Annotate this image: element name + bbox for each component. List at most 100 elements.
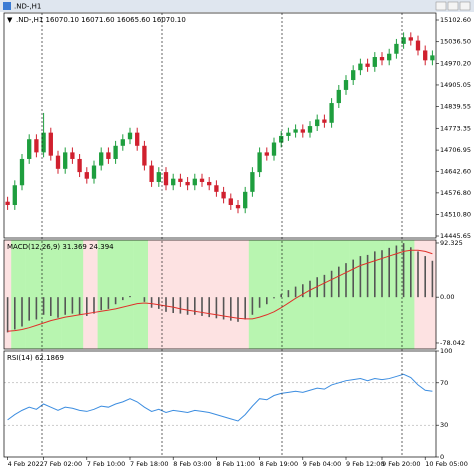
- zone: [133, 240, 142, 349]
- macd-bar: [230, 297, 232, 321]
- zone: [227, 240, 235, 349]
- macd-bar: [258, 297, 261, 308]
- candle-body: [113, 145, 118, 159]
- macd-bar: [158, 297, 160, 309]
- macd-bar: [57, 297, 59, 318]
- y-tick-label: 100: [440, 347, 452, 355]
- panel-border: [3, 350, 437, 458]
- macd-bar: [352, 259, 354, 298]
- macd-bar: [165, 297, 167, 312]
- macd-bar: [14, 297, 16, 330]
- candle-body: [286, 132, 291, 136]
- x-tick-label: 7 Feb 18:00: [130, 460, 169, 468]
- candle-body: [250, 172, 255, 192]
- zone: [104, 240, 113, 349]
- y-tick-label: 15102.60: [440, 16, 471, 24]
- zone: [4, 240, 12, 349]
- candle-body: [77, 158, 82, 173]
- zone: [263, 240, 271, 349]
- macd-bar: [122, 297, 124, 301]
- y-tick-label: 14445.65: [440, 232, 471, 240]
- zone: [47, 240, 55, 349]
- zone: [176, 240, 185, 349]
- x-tick-label: 8 Feb 19:00: [260, 460, 299, 468]
- period-separators: [41, 13, 403, 457]
- y-tick-label: 14642.60: [440, 167, 471, 175]
- macd-bar: [64, 297, 66, 315]
- candle-body: [41, 132, 46, 153]
- candle-body: [192, 178, 197, 186]
- zone: [54, 240, 62, 349]
- panel-title: RSI(14) 62.1869: [7, 354, 64, 362]
- y-tick-label: 15036.50: [440, 38, 471, 46]
- candle-body: [322, 119, 327, 123]
- macd-bar: [287, 290, 290, 298]
- macd-bar: [338, 266, 340, 298]
- candle-body: [300, 129, 305, 133]
- macd-bar: [150, 297, 153, 308]
- y-tick-label: 14905.05: [440, 81, 471, 89]
- maximize-button[interactable]: [447, 1, 459, 11]
- panels: 15102.60 15036.50 14970.20 14905.05 14839.55…: [3, 12, 471, 468]
- macd-bar: [345, 263, 347, 298]
- candle-body: [243, 191, 248, 209]
- zone: [205, 240, 214, 349]
- candle-body: [408, 37, 413, 41]
- candle-body: [358, 63, 363, 71]
- x-tick-label: 8 Feb 03:00: [173, 460, 212, 468]
- candle-body: [365, 63, 370, 67]
- candle-body: [214, 185, 219, 192]
- y-tick-label: 70: [440, 379, 448, 387]
- y-tick-label: 14576.80: [440, 189, 471, 197]
- zone: [140, 240, 149, 349]
- zone: [234, 240, 242, 349]
- macd-bar: [323, 274, 326, 298]
- macd-bar: [194, 297, 196, 315]
- macd-bar: [294, 286, 297, 298]
- candle-body: [279, 135, 284, 143]
- zone: [220, 240, 228, 349]
- macd-bar: [93, 297, 95, 314]
- x-tick-label: 4 Feb 2022: [8, 460, 44, 468]
- candle-body: [27, 139, 32, 159]
- panel-title: MACD(12,26,9) 31.369 24.394: [7, 243, 114, 251]
- candle-body: [135, 132, 140, 146]
- y-tick-label: 14706.95: [440, 146, 471, 154]
- window-title: .ND-,H1: [14, 3, 41, 11]
- candle-body: [5, 201, 10, 205]
- candle-body: [235, 204, 241, 209]
- zone: [248, 240, 257, 349]
- macd-bar: [28, 297, 30, 321]
- macd-bar: [251, 297, 254, 315]
- macd-bar: [424, 256, 426, 298]
- zone: [241, 240, 250, 349]
- candle-body: [228, 198, 233, 205]
- y-tick-label: 14773.35: [440, 124, 471, 132]
- candle-body: [199, 178, 205, 182]
- candle-body: [163, 172, 169, 186]
- macd-bar: [359, 256, 362, 298]
- macd-bar: [186, 297, 189, 315]
- candle-body: [387, 53, 392, 61]
- zone: [212, 240, 221, 349]
- x-tick-label: 7 Feb 02:00: [44, 460, 83, 468]
- candle-body: [315, 119, 320, 127]
- title-bar: [0, 0, 474, 12]
- zone: [126, 240, 134, 349]
- minimize-button[interactable]: [435, 1, 447, 11]
- candle-body: [423, 50, 428, 61]
- candle-body: [156, 172, 161, 182]
- zone: [18, 240, 26, 349]
- macd-bar: [366, 254, 369, 298]
- candle-body: [142, 145, 147, 166]
- candle-body: [336, 89, 341, 104]
- dropdown-glyph[interactable]: ▼: [7, 16, 13, 24]
- zone: [25, 240, 34, 349]
- close-button[interactable]: [459, 1, 471, 11]
- candle-body: [120, 139, 125, 146]
- candle-body: [12, 185, 17, 205]
- candle-body: [91, 165, 97, 179]
- panel: 4 Feb 2022 7 Feb 02:00 7 Feb 10:00 7 Feb 18…: [3, 347, 468, 468]
